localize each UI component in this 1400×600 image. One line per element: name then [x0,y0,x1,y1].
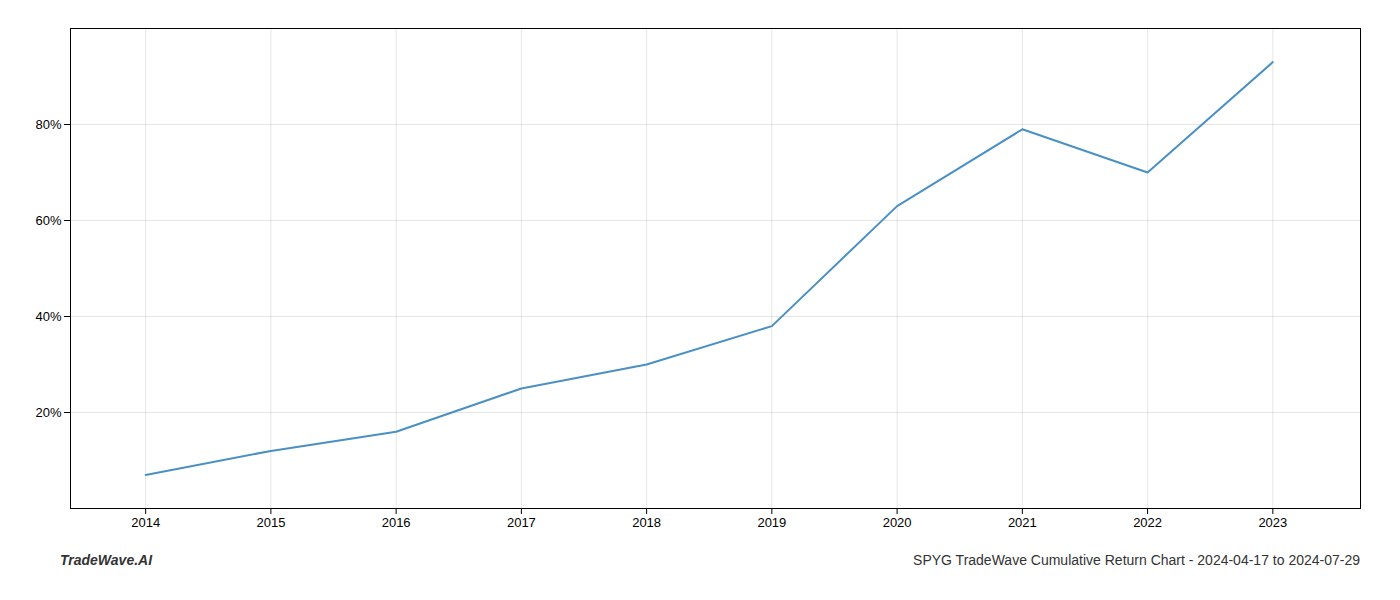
svg-text:2022: 2022 [1133,515,1162,530]
svg-text:2014: 2014 [131,515,160,530]
svg-text:40%: 40% [35,309,61,324]
svg-text:2017: 2017 [507,515,536,530]
svg-text:2021: 2021 [1008,515,1037,530]
html-text:SPYG TradeWave Cumulative Retu: SPYG TradeWave Cumulative Return Chart -… [913,552,1360,568]
svg-text:80%: 80% [35,117,61,132]
svg-text:2019: 2019 [757,515,786,530]
svg-text:2023: 2023 [1258,515,1287,530]
svg-text:2016: 2016 [382,515,411,530]
svg-text:2018: 2018 [632,515,661,530]
html-text:TradeWave.AI: TradeWave.AI [60,552,153,568]
svg-text:2020: 2020 [883,515,912,530]
svg-text:2015: 2015 [256,515,285,530]
svg-text:20%: 20% [35,405,61,420]
svg-text:60%: 60% [35,213,61,228]
